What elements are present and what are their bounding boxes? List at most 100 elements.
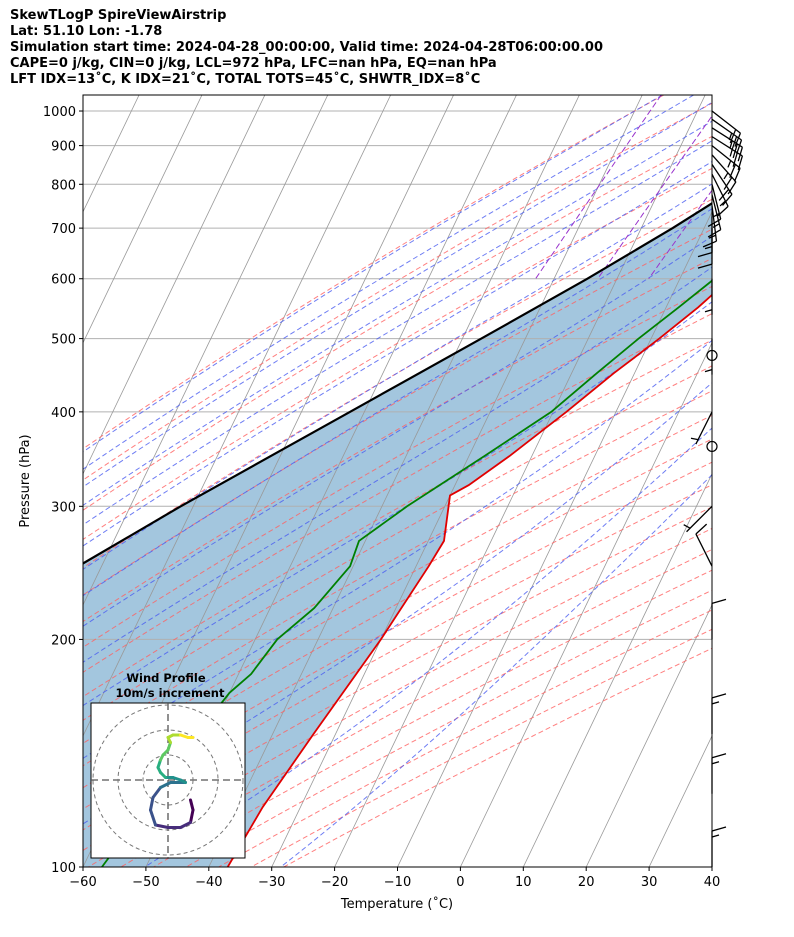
x-tick-label: 0 — [456, 875, 464, 890]
calm-wind-circle — [706, 440, 718, 453]
x-axis-label: Temperature (˚C) — [340, 896, 453, 912]
wind-barbs — [683, 110, 743, 867]
x-tick-label: −40 — [195, 875, 222, 890]
moist-adiabat — [83, 266, 712, 663]
mixing-ratio-line — [597, 115, 712, 279]
hodograph-segment — [159, 781, 172, 789]
y-tick-label: 400 — [51, 406, 76, 421]
wind-barb-half-flag — [704, 245, 713, 250]
y-axis-label: Pressure (hPa) — [18, 434, 33, 527]
mixing-ratio-line — [648, 189, 712, 279]
x-tick-label: −50 — [132, 875, 159, 890]
wind-barb — [711, 118, 743, 154]
dry-adiabat — [83, 484, 712, 831]
isotherm-line — [83, 95, 329, 606]
moist-adiabat — [83, 235, 712, 627]
chart-title-location: Lat: 51.10 Lon: -1.78 — [10, 24, 163, 39]
wind-barb-half-flag — [711, 701, 720, 705]
wind-barb-flag — [707, 229, 722, 238]
wind-barb-flag — [732, 152, 738, 167]
isotherm-line — [0, 95, 13, 867]
wind-barb-half-flag — [690, 437, 699, 441]
wind-barb-half-flag — [729, 140, 733, 148]
hodograph-segment — [189, 808, 195, 824]
isotherm-line — [83, 95, 392, 737]
wind-barb-flag — [711, 598, 727, 605]
wind-barb-half-flag — [683, 524, 691, 529]
chart-title-station: SkewTLogP SpireViewAirstrip — [10, 8, 227, 23]
mixing-ratio-line — [535, 95, 662, 279]
isotherm-line — [208, 95, 580, 867]
isotherm-line — [271, 95, 643, 867]
wind-barb-flag — [722, 193, 733, 206]
title-block: SkewTLogP SpireViewAirstrip Lat: 51.10 L… — [10, 8, 603, 88]
moist-adiabat — [83, 95, 663, 453]
wind-barb — [695, 523, 713, 567]
dry-adiabat — [83, 313, 712, 673]
wind-barb — [704, 338, 713, 375]
moist-adiabat — [83, 140, 712, 526]
y-tick-label: 200 — [51, 633, 76, 648]
isotherm-line — [460, 341, 712, 867]
hodograph-ring — [142, 754, 194, 806]
wind-barb-flag — [733, 167, 741, 182]
wind-barb-staff — [686, 505, 713, 533]
chart-title-indices: LFT IDX=13˚C, K IDX=21˚C, TOTAL TOTS=45˚… — [10, 72, 481, 87]
chart-title-times: Simulation start time: 2024-04-28_00:00:… — [10, 40, 603, 55]
moist-adiabat — [83, 208, 712, 597]
isotherm-line — [0, 95, 76, 867]
dry-adiabat — [83, 198, 712, 569]
dry-adiabat — [83, 102, 712, 481]
y-tick-label: 600 — [51, 273, 76, 288]
hodograph-plot — [91, 703, 245, 858]
wind-barb — [711, 753, 727, 794]
wind-barb-flag — [736, 139, 743, 154]
wind-barb-half-flag — [704, 368, 713, 373]
x-tick-label: 30 — [641, 875, 658, 890]
wind-barb — [711, 598, 727, 640]
axis-ticks: −60 −50 −40 −30 −20 −10 0 10 20 30 40 1000 900 800 700… — [43, 105, 720, 890]
hodograph-segment — [179, 821, 192, 829]
dry-adiabat — [83, 167, 712, 540]
wind-barb — [711, 136, 743, 171]
y-tick-label: 100 — [51, 861, 76, 876]
wind-barb-flag — [711, 753, 727, 759]
hodograph-segment — [149, 808, 157, 827]
wind-barb-flag — [734, 132, 742, 147]
moist-adiabat — [144, 427, 712, 867]
profile-lines — [83, 202, 712, 867]
wind-barb — [711, 693, 727, 734]
wind-barb-staff — [695, 411, 713, 445]
hodograph-subtitle: 10m/s increment — [116, 686, 225, 700]
isotherm-line — [585, 603, 712, 867]
hodograph-ring — [92, 704, 244, 856]
wind-barb-flag — [723, 176, 733, 190]
wind-barb-flag — [711, 826, 727, 832]
wind-barb-flag — [711, 693, 727, 699]
isotherm-line — [648, 735, 712, 867]
isotherm-line — [83, 95, 266, 475]
moist-adiabat — [83, 101, 712, 488]
x-tick-label: −30 — [258, 875, 285, 890]
y-tick-label: 500 — [51, 333, 76, 348]
wind-barb-half-flag — [704, 309, 713, 313]
dry-adiabat — [120, 548, 712, 867]
y-tick-label: 300 — [51, 500, 76, 515]
moist-adiabat — [83, 95, 694, 470]
x-tick-label: −10 — [384, 875, 411, 890]
hodograph-segment — [189, 798, 195, 812]
wind-barb-flag — [731, 136, 738, 151]
wind-barb — [711, 826, 727, 867]
y-tick-label: 1000 — [43, 105, 76, 120]
wind-barb-half-flag — [711, 834, 720, 838]
wind-barb-flag — [697, 263, 713, 269]
x-tick-label: 40 — [704, 875, 721, 890]
wind-barb — [711, 127, 743, 162]
y-tick-label: 700 — [51, 222, 76, 237]
wind-barb-flag — [727, 181, 737, 195]
wind-barb — [683, 505, 713, 533]
moist-adiabat — [83, 339, 712, 759]
wind-barb-half-flag — [719, 200, 726, 207]
dry-adiabat — [83, 95, 664, 450]
hodograph: Wind Profile 10m/s increment — [90, 671, 246, 859]
